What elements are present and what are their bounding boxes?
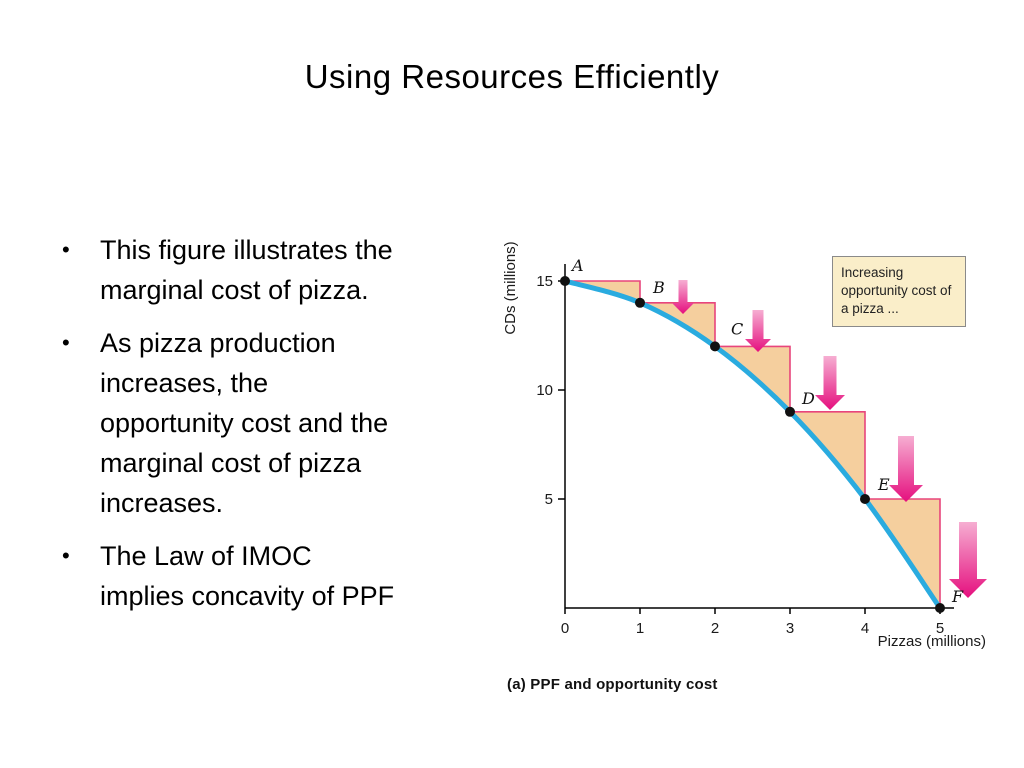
- opportunity-cost-steps-outline: [565, 280, 941, 608]
- bullet-text: This figure illustrates the marginal cos…: [100, 235, 393, 305]
- data-point: [635, 297, 645, 308]
- x-tick-label: 4: [861, 620, 869, 637]
- increasing-cost-arrow-icon: [672, 280, 694, 314]
- x-tick-label: 5: [936, 620, 944, 637]
- data-point: [785, 406, 795, 417]
- increasing-cost-arrow-icon: [815, 356, 845, 410]
- bullet-icon: •: [62, 330, 70, 355]
- slide-title: Using Resources Efficiently: [304, 58, 720, 95]
- x-tick-label: 1: [636, 620, 644, 637]
- data-point: [560, 276, 570, 286]
- bullet-text: As pizza production increases, the oppor…: [100, 328, 389, 518]
- ppf-plot: 5 10 15 0 1 2 3 4 5 CDs (millions) Pizzas (million…: [502, 241, 987, 650]
- bullet-icon: •: [62, 237, 70, 262]
- ppf-chart-figure: 5 10 15 0 1 2 3 4 5 CDs (millions) Pizzas (million…: [480, 228, 1012, 728]
- data-point: [710, 341, 720, 352]
- y-axis-label: CDs (millions): [502, 241, 519, 334]
- list-item: • The Law of IMOC implies concavity of P…: [62, 536, 482, 616]
- x-tick-label: 0: [561, 620, 569, 637]
- y-tick-label: 5: [545, 491, 553, 508]
- point-label: E: [877, 475, 890, 494]
- point-label: F: [951, 587, 964, 606]
- point-label: A: [570, 256, 584, 275]
- chart-caption: (a) PPF and opportunity cost: [507, 676, 718, 693]
- y-tick-label: 15: [536, 273, 553, 290]
- point-label: B: [652, 278, 665, 297]
- increasing-cost-arrow-icon: [745, 310, 771, 352]
- annotation-box: Increasing opportunity cost of a pizza .…: [832, 256, 966, 327]
- increasing-cost-arrow-icon: [949, 522, 987, 598]
- increasing-cost-arrow-icon: [889, 436, 923, 502]
- data-point: [935, 603, 945, 613]
- point-label: D: [801, 389, 815, 408]
- y-tick-label: 10: [536, 382, 553, 399]
- bullet-icon: •: [62, 543, 70, 568]
- x-tick-label: 3: [786, 620, 794, 637]
- point-label: C: [731, 319, 743, 338]
- x-axis-label: Pizzas (millions): [878, 633, 986, 650]
- bullet-list: • This figure illustrates the marginal c…: [62, 230, 482, 629]
- list-item: • This figure illustrates the marginal c…: [62, 230, 482, 310]
- bullet-text: The Law of IMOC implies concavity of PPF: [100, 541, 395, 611]
- list-item: • As pizza production increases, the opp…: [62, 323, 482, 523]
- x-tick-label: 2: [711, 620, 719, 637]
- data-point: [860, 494, 870, 504]
